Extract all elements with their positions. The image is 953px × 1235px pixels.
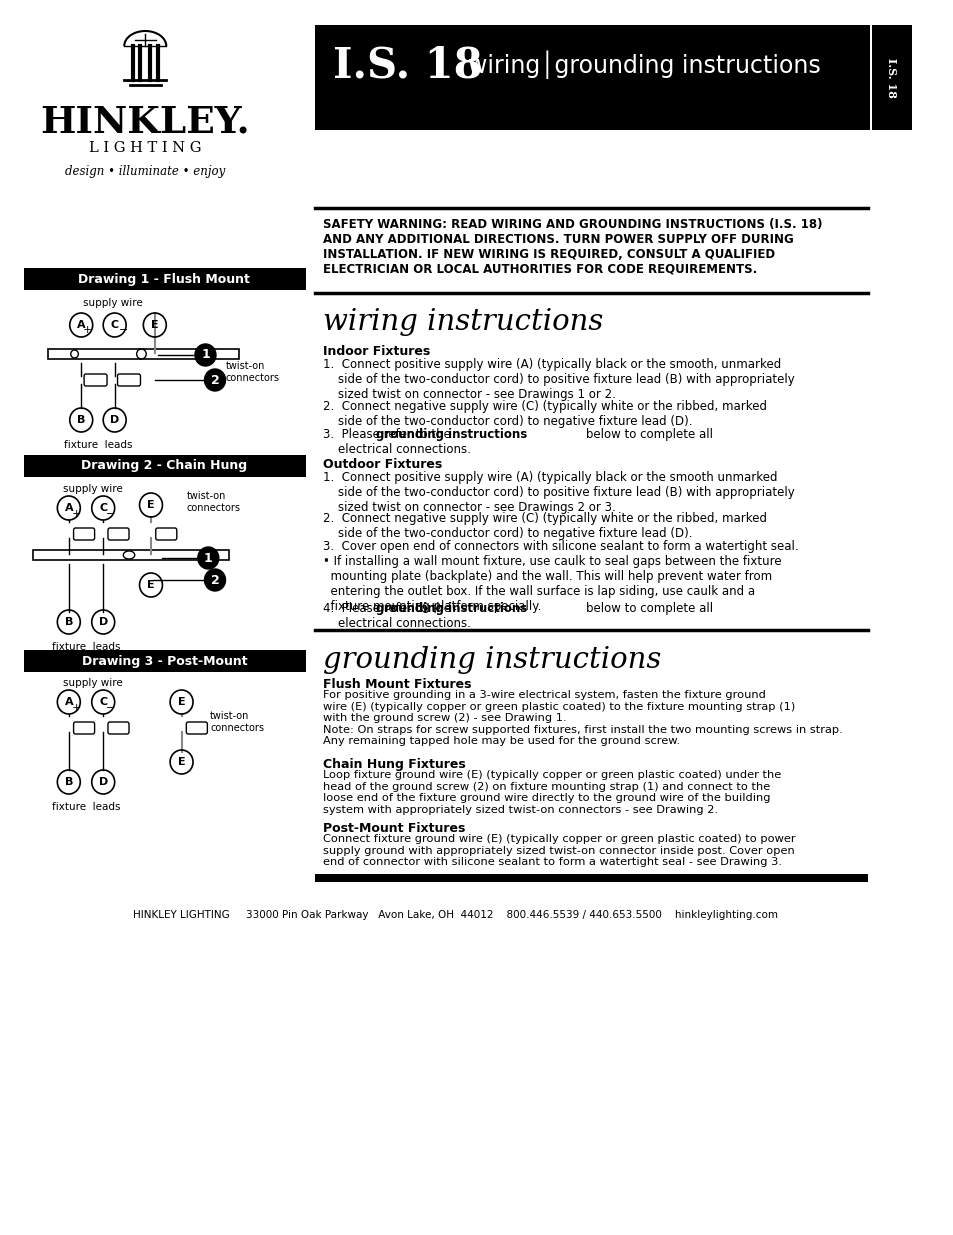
- Text: 1: 1: [201, 348, 210, 362]
- Text: B: B: [77, 415, 86, 425]
- Text: Outdoor Fixtures: Outdoor Fixtures: [323, 458, 442, 471]
- Text: wiring│grounding instructions: wiring│grounding instructions: [468, 51, 821, 79]
- Text: E: E: [177, 757, 185, 767]
- Bar: [24, 268, 306, 290]
- Text: supply wire: supply wire: [63, 484, 122, 494]
- Text: Connect fixture ground wire (E) (typically copper or green plastic coated) to po: Connect fixture ground wire (E) (typical…: [323, 834, 795, 867]
- Text: fixture  leads: fixture leads: [51, 802, 120, 811]
- FancyBboxPatch shape: [117, 374, 140, 387]
- Text: Post-Mount Fixtures: Post-Mount Fixtures: [323, 823, 465, 835]
- Text: A: A: [77, 320, 86, 330]
- Text: Flush Mount Fixtures: Flush Mount Fixtures: [323, 678, 471, 692]
- Text: C: C: [111, 320, 118, 330]
- Circle shape: [204, 369, 225, 391]
- FancyBboxPatch shape: [84, 374, 107, 387]
- Circle shape: [204, 569, 225, 592]
- Text: D: D: [98, 777, 108, 787]
- Bar: [315, 25, 869, 130]
- Text: 1: 1: [204, 552, 213, 564]
- Text: −: −: [118, 325, 128, 335]
- Text: −: −: [106, 703, 115, 713]
- Text: Drawing 1 - Flush Mount: Drawing 1 - Flush Mount: [78, 273, 250, 285]
- Text: D: D: [98, 618, 108, 627]
- Text: I.S. 18: I.S. 18: [885, 58, 896, 98]
- Text: A: A: [65, 503, 73, 513]
- Bar: [24, 454, 306, 477]
- Text: • If installing a wall mount fixture, use caulk to seal gaps between the fixture: • If installing a wall mount fixture, us…: [323, 555, 781, 613]
- Text: Drawing 3 - Post-Mount: Drawing 3 - Post-Mount: [81, 655, 247, 667]
- Text: grounding instructions: grounding instructions: [375, 601, 526, 615]
- Text: A: A: [65, 697, 73, 706]
- Text: C: C: [99, 697, 107, 706]
- Text: 2.  Connect negative supply wire (C) (typically white or the ribbed, marked
    : 2. Connect negative supply wire (C) (typ…: [323, 400, 766, 429]
- Text: E: E: [177, 697, 185, 706]
- Text: I.S. 18: I.S. 18: [333, 44, 481, 86]
- Text: For positive grounding in a 3-wire electrical system, fasten the fixture ground
: For positive grounding in a 3-wire elect…: [323, 690, 841, 746]
- Text: 2.  Connect negative supply wire (C) (typically white or the ribbed, marked
    : 2. Connect negative supply wire (C) (typ…: [323, 513, 766, 540]
- Bar: [48, 350, 238, 359]
- Text: 4.  Please refer to the                                    below to complete all: 4. Please refer to the below to complete…: [323, 601, 713, 630]
- Text: design • illuminate • enjoy: design • illuminate • enjoy: [65, 165, 225, 179]
- Text: B: B: [65, 777, 73, 787]
- FancyBboxPatch shape: [108, 529, 129, 540]
- Text: grounding instructions: grounding instructions: [375, 429, 526, 441]
- Text: E: E: [147, 580, 154, 590]
- FancyBboxPatch shape: [73, 722, 94, 734]
- FancyBboxPatch shape: [73, 529, 94, 540]
- Text: 1.  Connect positive supply wire (A) (typically black or the smooth, unmarked
  : 1. Connect positive supply wire (A) (typ…: [323, 358, 794, 401]
- Text: supply wire: supply wire: [63, 678, 122, 688]
- Text: D: D: [110, 415, 119, 425]
- Text: 1.  Connect positive supply wire (A) (typically black or the smooth unmarked
   : 1. Connect positive supply wire (A) (typ…: [323, 471, 794, 514]
- Text: +: +: [71, 509, 81, 519]
- FancyBboxPatch shape: [155, 529, 176, 540]
- Text: +: +: [71, 703, 81, 713]
- Text: 3.  Cover open end of connectors with silicone sealant to form a watertight seal: 3. Cover open end of connectors with sil…: [323, 540, 798, 553]
- Bar: [315, 874, 867, 882]
- Text: supply wire: supply wire: [83, 298, 143, 308]
- FancyBboxPatch shape: [186, 722, 207, 734]
- Text: 3.  Please refer to the                                    below to complete all: 3. Please refer to the below to complete…: [323, 429, 712, 456]
- Text: −: −: [106, 509, 115, 519]
- Text: fixture  leads: fixture leads: [64, 440, 132, 450]
- Text: Indoor Fixtures: Indoor Fixtures: [323, 345, 430, 358]
- Text: 2: 2: [211, 373, 219, 387]
- Text: Loop fixture ground wire (E) (typically copper or green plastic coated) under th: Loop fixture ground wire (E) (typically …: [323, 769, 781, 815]
- Text: twist-on
connectors: twist-on connectors: [210, 711, 264, 732]
- Text: HINKLEY LIGHTING     33000 Pin Oak Parkway   Avon Lake, OH  44012    800.446.553: HINKLEY LIGHTING 33000 Pin Oak Parkway A…: [133, 910, 778, 920]
- Circle shape: [197, 547, 218, 569]
- Text: fixture  leads: fixture leads: [51, 642, 120, 652]
- Text: L I G H T I N G: L I G H T I N G: [89, 141, 201, 156]
- Text: B: B: [65, 618, 73, 627]
- Text: wiring instructions: wiring instructions: [323, 308, 602, 336]
- Text: 2: 2: [211, 573, 219, 587]
- Text: grounding instructions: grounding instructions: [323, 646, 660, 674]
- Bar: [24, 650, 306, 672]
- Text: C: C: [99, 503, 107, 513]
- FancyBboxPatch shape: [108, 722, 129, 734]
- Text: E: E: [147, 500, 154, 510]
- Text: +: +: [83, 325, 92, 335]
- Text: Chain Hung Fixtures: Chain Hung Fixtures: [323, 758, 465, 771]
- Bar: [33, 550, 229, 559]
- Text: E: E: [151, 320, 158, 330]
- Text: twist-on
connectors: twist-on connectors: [225, 361, 279, 383]
- Text: twist-on
connectors: twist-on connectors: [186, 492, 240, 513]
- Bar: [871, 25, 911, 130]
- Text: HINKLEY.: HINKLEY.: [40, 104, 250, 141]
- Text: SAFETY WARNING: READ WIRING AND GROUNDING INSTRUCTIONS (I.S. 18)
AND ANY ADDITIO: SAFETY WARNING: READ WIRING AND GROUNDIN…: [323, 219, 821, 275]
- Circle shape: [194, 345, 215, 366]
- Text: Drawing 2 - Chain Hung: Drawing 2 - Chain Hung: [81, 459, 247, 473]
